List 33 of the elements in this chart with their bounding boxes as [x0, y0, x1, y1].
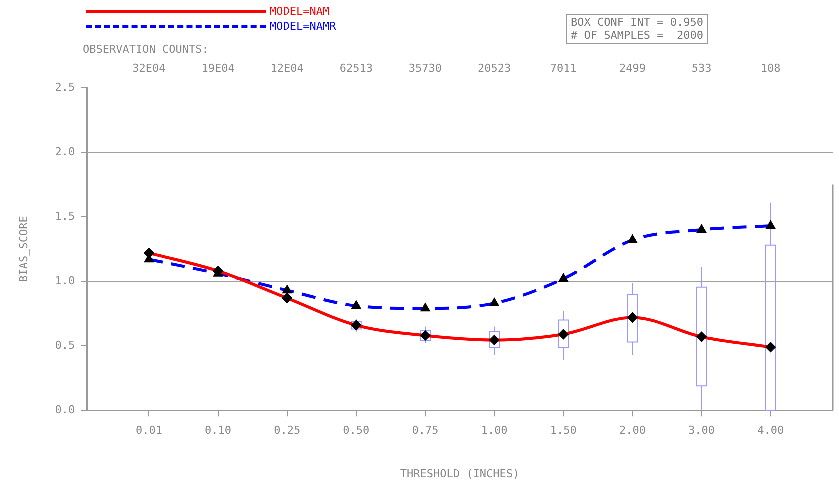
text: 12E04	[270, 62, 304, 75]
x2-axis-title: OBSERVATION COUNTS:	[83, 42, 209, 56]
x-tick-label: 2.00	[619, 424, 646, 438]
text: 108	[760, 62, 781, 75]
y-tick-label: 0.5	[55, 338, 76, 352]
y-tick-label: 2.5	[55, 80, 76, 94]
text: MODEL=NAMR	[270, 20, 336, 33]
x-tick-label: 1.00	[481, 424, 508, 438]
y-axis-title: BIAS_SCORE	[17, 216, 30, 282]
x-tick-label: 0.01	[136, 424, 162, 438]
text: MODEL=NAM	[270, 5, 330, 18]
text: 62513	[340, 62, 373, 75]
x-tick-label: 3.00	[688, 424, 716, 438]
text: 533	[692, 62, 712, 75]
text: 7011	[550, 62, 577, 75]
x-tick-label: 0.50	[343, 424, 370, 438]
y-tick-label: 2.0	[55, 145, 76, 158]
text: 19E04	[202, 62, 236, 75]
x-tick-label: 0.10	[205, 424, 232, 438]
text: 20523	[478, 62, 512, 75]
text: 35730	[408, 62, 442, 75]
text: BOX CONF INT = 0.950	[571, 16, 704, 29]
text: # OF SAMPLES = 2000	[571, 29, 704, 42]
x-tick-label: 4.00	[758, 424, 784, 438]
text: 32E04	[132, 62, 166, 75]
x-tick-label: 1.50	[550, 424, 577, 438]
x-tick-label: 0.75	[412, 424, 439, 438]
y-tick-label: 1.0	[55, 274, 76, 288]
x-tick-label: 0.25	[274, 424, 301, 438]
text: 2499	[619, 62, 646, 75]
y-tick-label: 0.0	[55, 403, 76, 416]
y-tick-label: 1.5	[55, 210, 76, 223]
x-axis-title: THRESHOLD (INCHES)	[400, 467, 520, 480]
